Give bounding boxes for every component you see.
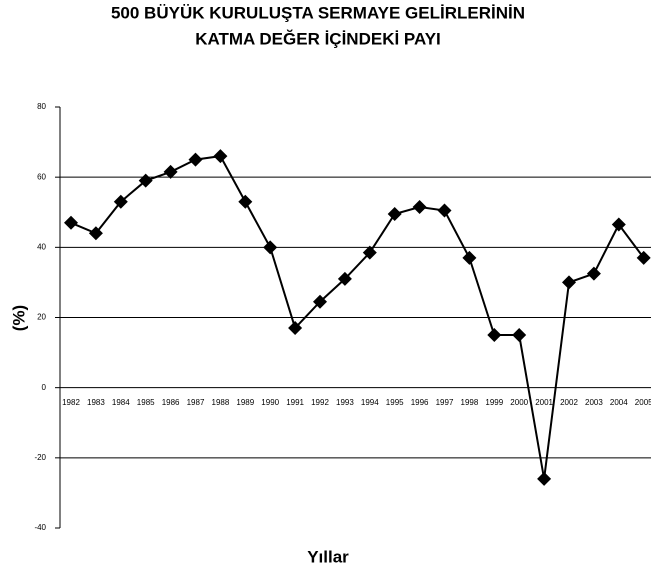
data-point	[387, 207, 402, 222]
x-tick-label: 2005	[635, 398, 651, 407]
y-axis-label: (%)	[9, 305, 28, 331]
x-tick-label: 1982	[62, 398, 80, 407]
data-point	[64, 215, 78, 230]
x-tick-label: 1996	[411, 398, 429, 407]
x-tick-label: 1992	[311, 398, 329, 407]
x-axis-label: Yıllar	[307, 547, 349, 566]
data-point	[562, 275, 576, 290]
data-point	[437, 203, 452, 218]
y-tick-label: 60	[37, 172, 46, 181]
data-point	[238, 194, 253, 209]
data-point	[636, 250, 651, 265]
x-tick-label: 1988	[212, 398, 230, 407]
data-point	[313, 294, 327, 309]
data-point	[611, 217, 626, 232]
x-tick-label: 1987	[187, 398, 205, 407]
data-point	[586, 266, 601, 281]
x-tick-label: 2001	[535, 398, 553, 407]
y-tick-label: -20	[34, 453, 46, 462]
data-point	[462, 250, 477, 265]
x-tick-label: 1997	[436, 398, 454, 407]
data-point	[213, 149, 228, 164]
data-point	[138, 173, 153, 188]
x-tick-label: 1998	[461, 398, 479, 407]
x-tick-label: 2003	[585, 398, 603, 407]
x-tick-label: 1990	[261, 398, 279, 407]
x-tick-label: 2000	[510, 398, 528, 407]
data-point	[288, 321, 303, 336]
y-tick-label: 0	[42, 383, 47, 392]
y-tick-label: 40	[37, 242, 46, 251]
y-tick-label: 80	[37, 102, 46, 111]
x-tick-label: 1995	[386, 398, 404, 407]
data-point	[113, 194, 128, 209]
x-tick-label: 1994	[361, 398, 379, 407]
x-tick-label: 1985	[137, 398, 155, 407]
x-tick-label: 1989	[236, 398, 254, 407]
x-tick-label: 1986	[162, 398, 180, 407]
data-point	[512, 328, 527, 343]
chart-title: 500 BÜYÜK KURULUŞTA SERMAYE GELİRLERİNİN	[111, 3, 525, 22]
data-point	[412, 199, 427, 214]
data-point	[337, 271, 352, 286]
x-tick-label: 1984	[112, 398, 130, 407]
x-tick-label: 1991	[286, 398, 304, 407]
data-point	[263, 240, 278, 255]
data-point	[362, 245, 377, 260]
data-point	[537, 471, 552, 486]
x-tick-label: 2004	[610, 398, 628, 407]
data-point	[163, 164, 178, 179]
chart-title: KATMA DEĞER İÇİNDEKİ PAYI	[195, 29, 441, 48]
x-tick-label: 1983	[87, 398, 105, 407]
y-tick-label: 20	[37, 313, 46, 322]
x-tick-label: 1993	[336, 398, 354, 407]
data-point	[88, 226, 103, 241]
y-tick-label: -40	[34, 523, 46, 532]
data-point	[188, 152, 203, 167]
x-tick-label: 1999	[485, 398, 503, 407]
x-tick-label: 2002	[560, 398, 578, 407]
data-point	[487, 328, 502, 343]
